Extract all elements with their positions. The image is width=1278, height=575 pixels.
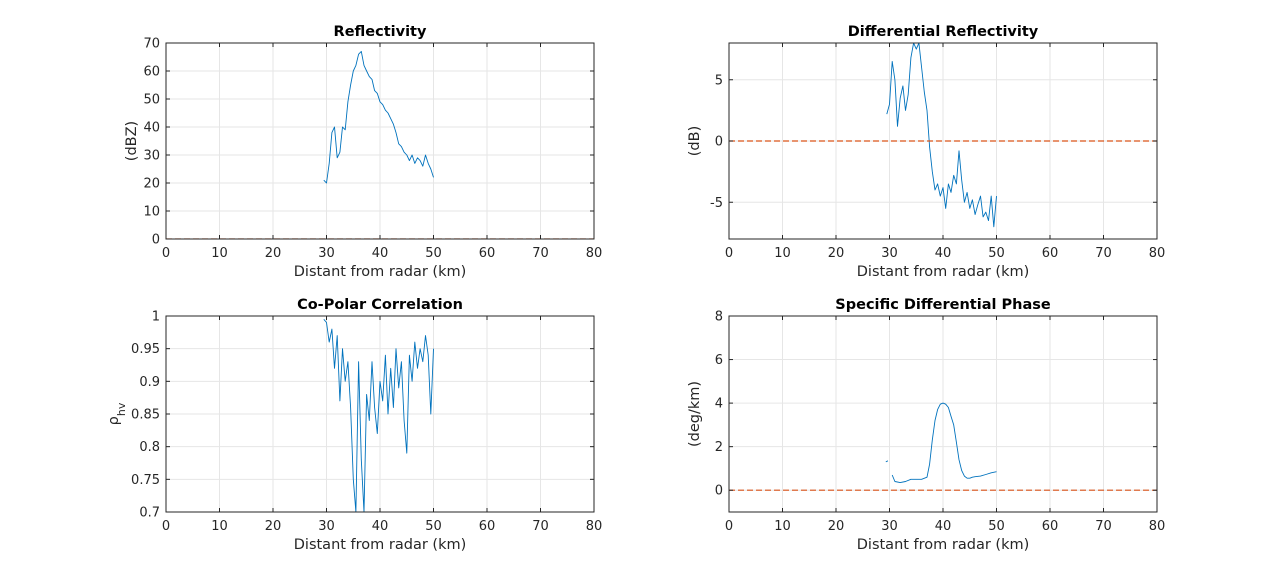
y-tick-label: 0.75 (131, 473, 160, 488)
x-tick-label: 0 (725, 246, 733, 261)
y-tick-label: 0.85 (131, 408, 160, 423)
x-axis-label: Distant from radar (km) (294, 264, 467, 280)
x-tick-label: 60 (1042, 246, 1059, 261)
x-tick-label: 80 (586, 519, 603, 534)
subplot-3: 0 10 20 30 40 50 60 70 80 0.7 0.75 0.8 0.85 0.9 0.95 1 C… (106, 297, 602, 553)
plot-area (729, 43, 1157, 228)
x-tick-label: 40 (372, 246, 389, 261)
y-tick-label: -5 (710, 196, 723, 211)
y-tick-label: 60 (143, 65, 160, 80)
subplot-title: Specific Differential Phase (835, 297, 1051, 313)
x-tick-label: 10 (774, 519, 791, 534)
x-tick-label: 10 (211, 519, 228, 534)
y-tick-label: 8 (715, 310, 723, 325)
x-tick-label: 30 (881, 519, 898, 534)
x-axis-label: Distant from radar (km) (857, 264, 1030, 280)
y-axis-label: (dBZ) (124, 121, 140, 161)
x-tick-label: 40 (935, 246, 952, 261)
x-tick-label: 0 (725, 519, 733, 534)
subplot-4: 0 10 20 30 40 50 60 70 80 0 2 4 6 8 Specific Different… (687, 297, 1165, 553)
y-tick-label: 0.8 (139, 440, 160, 455)
y-tick-label: 4 (715, 397, 723, 412)
data-series-line (891, 402, 997, 484)
y-tick-label: 0 (715, 135, 723, 150)
x-tick-label: 60 (1042, 519, 1059, 534)
x-tick-label: 50 (988, 246, 1005, 261)
y-tick-label: 70 (143, 37, 160, 52)
x-tick-label: 10 (774, 246, 791, 261)
subplot-title: Reflectivity (334, 24, 427, 40)
x-tick-label: 30 (318, 519, 335, 534)
y-tick-label: 0.9 (139, 375, 160, 390)
y-axis-label: (deg/km) (687, 381, 703, 447)
x-tick-label: 80 (1149, 519, 1166, 534)
x-tick-label: 30 (318, 246, 335, 261)
x-tick-label: 60 (479, 246, 496, 261)
y-tick-label: 0 (152, 233, 160, 248)
data-series-line (323, 319, 434, 512)
y-axis-label: ρhv (106, 402, 128, 425)
data-series-line (886, 43, 997, 228)
plot-area (729, 402, 1157, 491)
data-series-line (885, 460, 889, 463)
x-tick-label: 40 (935, 519, 952, 534)
x-tick-label: 20 (265, 519, 282, 534)
x-tick-label: 50 (425, 246, 442, 261)
x-tick-label: 80 (586, 246, 603, 261)
y-tick-label: 40 (143, 121, 160, 136)
x-tick-label: 10 (211, 246, 228, 261)
x-tick-label: 20 (828, 246, 845, 261)
subplot-2: 0 10 20 30 40 50 60 70 80 -5 0 5 Differential Reflec… (687, 24, 1165, 280)
x-tick-label: 70 (532, 246, 549, 261)
subplot-title: Differential Reflectivity (848, 24, 1039, 40)
y-tick-label: 10 (143, 205, 160, 220)
x-tick-label: 20 (828, 519, 845, 534)
subplot-1: 0 10 20 30 40 50 60 70 80 0 10 20 30 40 50 60 70 Reflecti… (124, 24, 602, 280)
y-tick-label: 0.95 (131, 342, 160, 357)
y-tick-label: 5 (715, 73, 723, 88)
x-tick-label: 50 (425, 519, 442, 534)
y-tick-label: 6 (715, 353, 723, 368)
x-tick-label: 0 (162, 246, 170, 261)
x-tick-label: 30 (881, 246, 898, 261)
x-tick-label: 70 (532, 519, 549, 534)
x-tick-label: 0 (162, 519, 170, 534)
x-axis-label: Distant from radar (km) (294, 537, 467, 553)
y-tick-label: 50 (143, 93, 160, 108)
x-tick-label: 80 (1149, 246, 1166, 261)
y-tick-label: 30 (143, 149, 160, 164)
plot-area (323, 319, 434, 512)
y-axis-label: (dB) (687, 126, 703, 156)
x-tick-label: 70 (1095, 519, 1112, 534)
plot-area (166, 50, 594, 239)
x-tick-label: 60 (479, 519, 496, 534)
x-tick-label: 50 (988, 519, 1005, 534)
y-tick-label: 2 (715, 440, 723, 455)
x-axis-label: Distant from radar (km) (857, 537, 1030, 553)
subplot-title: Co-Polar Correlation (297, 297, 463, 313)
y-tick-label: 1 (152, 310, 160, 325)
y-tick-label: 20 (143, 177, 160, 192)
y-tick-label: 0.7 (139, 506, 160, 521)
x-tick-label: 70 (1095, 246, 1112, 261)
data-series-line (323, 50, 434, 184)
y-tick-label: 0 (715, 484, 723, 499)
x-tick-label: 40 (372, 519, 389, 534)
x-tick-label: 20 (265, 246, 282, 261)
